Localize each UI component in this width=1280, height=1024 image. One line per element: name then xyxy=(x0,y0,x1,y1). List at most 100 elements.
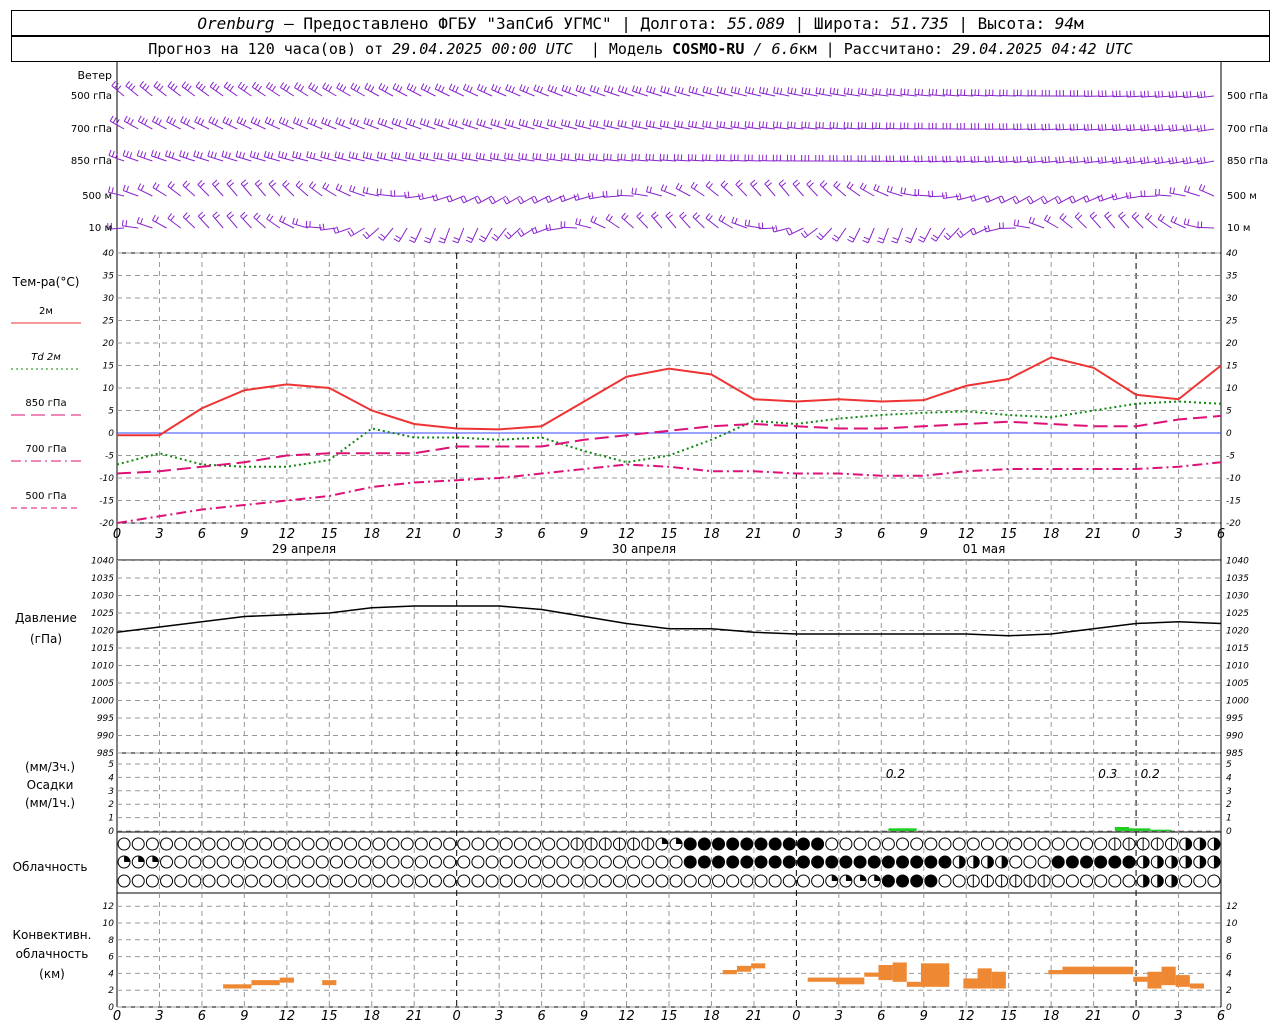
wind-barb-shaft xyxy=(1127,160,1144,164)
cloud-circle xyxy=(1009,855,1023,869)
wind-barb xyxy=(744,120,762,130)
cloud-cover-symbol xyxy=(457,837,471,851)
wind-barb xyxy=(673,153,691,162)
cloud-cover-symbol xyxy=(612,837,626,851)
wind-barb xyxy=(857,87,875,97)
cloud-cover-symbol xyxy=(627,855,641,869)
hour-label-temp: 9 xyxy=(580,527,588,542)
wind-barb xyxy=(891,227,904,244)
wind-barb-feather xyxy=(546,152,549,160)
hour-label-temp: 21 xyxy=(406,527,423,542)
wind-barb-feather xyxy=(578,85,582,92)
cloud-cover-symbol xyxy=(966,855,980,869)
wind-barb-feather xyxy=(201,85,206,92)
wind-barb-feather xyxy=(200,214,206,220)
cloud-cover-symbol xyxy=(315,837,329,851)
cloud-cover-symbol xyxy=(329,837,343,851)
cloud-cover-symbol xyxy=(174,855,188,869)
wind-barb-feather xyxy=(608,215,613,222)
hour-label-temp: 6 xyxy=(1217,527,1225,542)
cloud-cover-symbol xyxy=(315,855,329,869)
wind-barb-shaft xyxy=(463,195,479,204)
cloud-cover-symbol xyxy=(145,837,159,851)
wind-barb-feather xyxy=(504,152,506,159)
cloud-cover-symbol xyxy=(329,874,343,888)
wind-barb-shaft xyxy=(688,91,705,97)
wind-barb-shaft xyxy=(520,195,535,205)
hour-label-temp: 15 xyxy=(321,527,338,542)
wind-barb xyxy=(254,179,266,197)
wind-barb-feather xyxy=(224,151,228,158)
wind-barb-shaft xyxy=(804,227,818,239)
wind-barb-feather xyxy=(549,223,552,231)
wind-barb-feather xyxy=(1083,157,1086,164)
wind-barb-feather xyxy=(257,119,261,126)
wind-barb-feather xyxy=(257,85,262,92)
cloud-cover-symbol xyxy=(273,874,287,888)
pressure-tick-left: 1000 xyxy=(91,697,114,707)
cloud-cover-symbol xyxy=(740,855,754,869)
wind-barb-feather xyxy=(547,84,551,91)
cloud-circle xyxy=(414,855,428,869)
hour-label-temp: 15 xyxy=(1000,527,1017,542)
wind-barb-shaft xyxy=(985,94,1002,97)
temp-tick-right: -15 xyxy=(1226,497,1241,507)
conv-tick-left: 2 xyxy=(108,986,114,996)
wind-barb xyxy=(1154,90,1172,98)
wind-barb-feather xyxy=(531,197,535,204)
cloud-cover-symbol xyxy=(655,855,669,869)
wind-barb-feather xyxy=(605,213,610,220)
cloud-cover-symbol xyxy=(1065,874,1079,888)
cloud-circle xyxy=(372,837,386,851)
wind-barb xyxy=(575,218,592,229)
legend-label: 850 гПа xyxy=(25,398,66,409)
wind-barb xyxy=(547,84,564,97)
wind-barb-feather xyxy=(903,187,906,194)
wind-barb-feather xyxy=(892,237,899,241)
wind-barb-shaft xyxy=(872,127,889,130)
cloud-cover-symbol xyxy=(287,837,301,851)
wind-barb-feather xyxy=(369,120,374,127)
cloud-cover-symbol xyxy=(1094,874,1108,888)
wind-barb-feather xyxy=(438,240,445,244)
wind-barb-shaft xyxy=(490,124,507,130)
conv-cloud-bar xyxy=(807,977,837,982)
wind-barb-feather xyxy=(857,87,860,94)
cloud-circle xyxy=(499,855,513,869)
wind-barb xyxy=(730,86,747,97)
wind-barb-shaft xyxy=(745,126,762,130)
wind-barb xyxy=(405,117,422,130)
wind-barb-feather xyxy=(803,230,809,236)
wind-barb xyxy=(406,83,422,97)
wind-barb-feather xyxy=(873,183,877,190)
wind-barb-feather xyxy=(833,88,836,95)
precip-tick-right: 3 xyxy=(1226,787,1232,797)
wind-barb-feather xyxy=(730,120,733,127)
wind-barb xyxy=(1183,218,1200,229)
cloud-circle xyxy=(1037,837,1051,851)
wind-barb-feather xyxy=(762,87,765,94)
wind-barb xyxy=(266,213,281,229)
wind-barb-feather xyxy=(479,152,482,160)
wind-barb-feather xyxy=(460,197,464,204)
wind-barb-shaft xyxy=(1183,95,1200,99)
wind-barb-feather xyxy=(776,87,779,94)
wind-barb xyxy=(645,153,662,162)
wind-barb-shaft xyxy=(364,87,380,97)
conv-cloud-bar xyxy=(920,963,950,987)
wind-barb-feather xyxy=(327,119,331,126)
wind-barb xyxy=(477,83,493,97)
wind-barb-feather xyxy=(300,85,305,92)
wind-barb-feather xyxy=(1196,91,1199,98)
wind-barb-feather xyxy=(534,226,538,233)
wind-barb-feather xyxy=(764,179,770,185)
wind-barb-shaft xyxy=(665,215,677,229)
cloud-cover-symbol xyxy=(315,874,329,888)
wind-barb-feather xyxy=(1097,124,1100,131)
wind-barb-feather xyxy=(398,86,403,93)
cloud-circle xyxy=(683,855,697,869)
wind-barb-shaft xyxy=(443,227,451,244)
wind-barb-shaft xyxy=(971,160,988,163)
wind-barb xyxy=(716,120,733,130)
wind-barb-feather xyxy=(624,87,628,94)
